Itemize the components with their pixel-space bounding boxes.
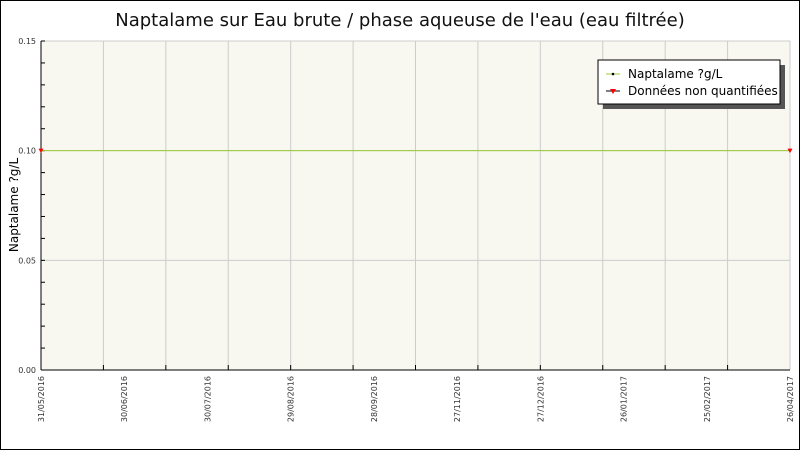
x-tick-label: 28/09/2016 xyxy=(370,376,379,422)
y-tick-label: 0.05 xyxy=(18,256,36,265)
y-axis-label: Naptalame ?g/L xyxy=(7,158,21,253)
legend-marker-naptalame xyxy=(611,72,615,76)
x-tick-label: 30/07/2016 xyxy=(203,376,212,422)
legend: Naptalame ?g/L Données non quantifiées xyxy=(597,59,785,109)
legend-box xyxy=(597,59,781,105)
legend-label-non-quantifiees: Données non quantifiées xyxy=(628,84,778,98)
x-tick-label: 31/05/2016 xyxy=(37,376,46,422)
data-point-non-quantifiee xyxy=(787,148,793,154)
y-tick-label: 0.00 xyxy=(18,366,36,375)
x-tick-label: 26/01/2017 xyxy=(620,376,629,422)
data-point-non-quantifiee xyxy=(38,148,44,154)
legend-label-naptalame: Naptalame ?g/L xyxy=(628,67,723,81)
x-tick-label: 30/06/2016 xyxy=(120,376,129,422)
x-tick-label: 27/11/2016 xyxy=(453,376,462,422)
chart-title: Naptalame sur Eau brute / phase aqueuse … xyxy=(115,10,684,31)
x-tick-label: 26/04/2017 xyxy=(786,376,795,422)
y-tick-label: 0.15 xyxy=(18,37,36,46)
y-tick-label: 0.10 xyxy=(18,147,36,156)
legend-marker-non-quantifiees xyxy=(610,89,616,94)
x-tick-label: 27/12/2016 xyxy=(536,376,545,422)
x-tick-label: 25/02/2017 xyxy=(703,376,712,422)
x-tick-label: 29/08/2016 xyxy=(287,376,296,422)
